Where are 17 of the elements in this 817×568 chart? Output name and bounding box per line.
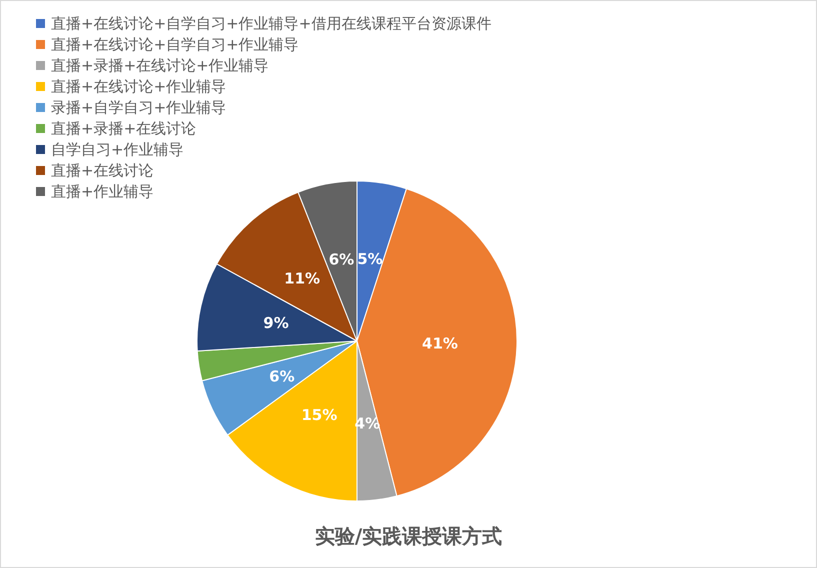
legend-label: 直播+在线讨论+自学自习+作业辅导+借用在线课程平台资源课件 [51, 14, 492, 32]
data-label: 41% [422, 334, 458, 353]
data-label: 5% [357, 250, 383, 268]
text: 实验/实践课授课方式 [314, 524, 502, 548]
legend-label: 自学自习+作业辅导 [51, 140, 184, 158]
legend-label: 直播+录播+在线讨论+作业辅导 [51, 56, 269, 74]
data-label: 6% [328, 250, 354, 268]
legend-label: 直播+在线讨论+自学自习+作业辅导 [51, 36, 299, 54]
legend-label: 直播+在线讨论+作业辅导 [51, 78, 226, 96]
data-label: 9% [263, 314, 289, 332]
legend-label: 录播+自学自习+作业辅导 [51, 98, 226, 116]
data-label: 6% [269, 367, 295, 386]
legend-label: 直播+作业辅导 [51, 182, 154, 200]
legend-label: 直播+在线讨论 [51, 162, 154, 180]
legend-label: 直播+录播+在线讨论 [51, 120, 196, 138]
data-label: 15% [301, 406, 338, 424]
data-label: 11% [284, 270, 320, 288]
